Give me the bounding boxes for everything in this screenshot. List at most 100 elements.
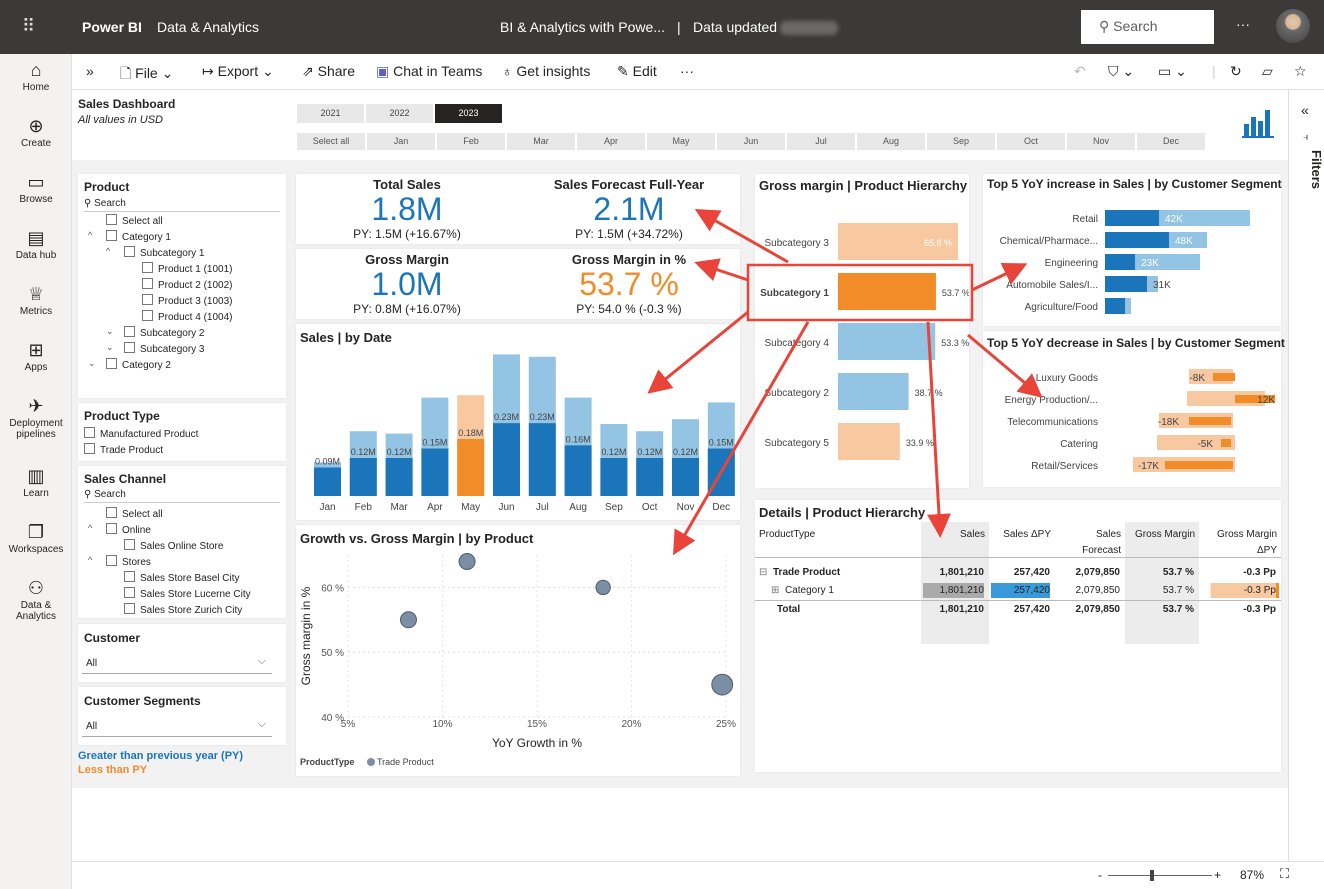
month-apr[interactable]: Apr	[577, 133, 645, 150]
month-jun[interactable]: Jun	[717, 133, 785, 150]
collapse-row-icon[interactable]: ⊟	[759, 567, 768, 578]
sales-cy-bar[interactable]	[314, 467, 341, 497]
refresh-icon[interactable]: ↻	[1230, 63, 1242, 79]
app-launcher-icon[interactable]: ⠿	[22, 16, 36, 36]
sales-cy-bar[interactable]	[385, 458, 413, 496]
product-item[interactable]: Subcategory 3	[124, 342, 205, 355]
comment-icon[interactable]: ▱	[1262, 63, 1273, 79]
gm-bar[interactable]	[838, 373, 909, 410]
increase-cy-bar[interactable]	[1105, 232, 1169, 248]
sales-channel-item[interactable]: Sales Store Zurich City	[124, 603, 242, 616]
details-col-header[interactable]: Gross Margin	[1134, 529, 1195, 540]
increase-cy-bar[interactable]	[1105, 276, 1147, 292]
sales-cy-bar[interactable]	[457, 439, 485, 496]
expand-caret-icon[interactable]: ⌄	[88, 358, 96, 368]
nav-home[interactable]: ⌂ Home	[0, 58, 72, 93]
gm-bar[interactable]	[838, 273, 936, 310]
sales-channel-item[interactable]: Sales Store Basel City	[124, 571, 240, 584]
decrease-cy-bar[interactable]	[1221, 439, 1231, 447]
expand-caret-icon[interactable]: ⌄	[106, 342, 114, 352]
month-sep[interactable]: Sep	[927, 133, 995, 150]
details-row[interactable]: Total 1,801,210 257,420 2,079,850 53.7 % -0.3…	[755, 600, 1281, 618]
sales-channel-item[interactable]: Select all	[106, 507, 163, 520]
decrease-cy-bar[interactable]	[1213, 373, 1235, 381]
product-item[interactable]: Select all	[106, 214, 163, 227]
month-jan[interactable]: Jan	[367, 133, 435, 150]
expand-nav-icon[interactable]: »	[86, 63, 94, 79]
favorite-star-icon[interactable]: ☆	[1294, 63, 1307, 79]
product-item[interactable]: Subcategory 2	[124, 326, 205, 339]
product-type-manufactured[interactable]: Manufactured Product	[84, 427, 198, 440]
nav-apps[interactable]: ⊞ Apps	[0, 338, 72, 373]
sales-channel-item[interactable]: Sales Store Lucerne City	[124, 587, 251, 600]
product-item[interactable]: Product 1 (1001)	[142, 262, 233, 275]
export-menu[interactable]: ↦ Export ⌄	[202, 63, 274, 79]
product-item[interactable]: Product 3 (1003)	[142, 294, 233, 307]
increase-cy-bar[interactable]	[1105, 298, 1125, 314]
sales-cy-bar[interactable]	[349, 458, 377, 496]
product-item[interactable]: Subcategory 1	[124, 246, 205, 259]
expand-filters-icon[interactable]: «	[1301, 102, 1309, 118]
toolbar-more-icon[interactable]: ···	[680, 63, 694, 79]
details-col-header[interactable]: Gross Margin ΔPY	[1216, 529, 1277, 556]
month-oct[interactable]: Oct	[997, 133, 1065, 150]
more-options-icon[interactable]: ···	[1236, 16, 1250, 32]
month-select-all[interactable]: Select all	[297, 133, 365, 150]
avatar[interactable]	[1276, 9, 1310, 43]
scatter-point[interactable]	[595, 579, 611, 596]
fit-to-page-icon[interactable]: ⛶	[1280, 866, 1290, 881]
details-col-header[interactable]: Sales ΔPY	[1003, 529, 1051, 540]
product-type-trade[interactable]: Trade Product	[84, 443, 163, 456]
details-col-header[interactable]: ProductType	[759, 529, 816, 540]
scatter-point[interactable]	[458, 552, 476, 570]
zoom-in-button[interactable]: +	[1214, 868, 1222, 882]
increase-cy-bar[interactable]	[1105, 254, 1135, 270]
sales-channel-item[interactable]: Stores	[106, 555, 151, 568]
details-col-header[interactable]: Sales Forecast	[1082, 529, 1121, 556]
nav-metrics[interactable]: ♕ Metrics	[0, 282, 72, 317]
workspace-name[interactable]: Data & Analytics	[157, 19, 259, 35]
product-search-input[interactable]: ⚲ Search	[84, 198, 280, 212]
product-item[interactable]: Product 2 (1002)	[142, 278, 233, 291]
nav-learn[interactable]: ▥ Learn	[0, 464, 72, 499]
search-box[interactable]: ⚲ Search	[1081, 10, 1214, 44]
sales-cy-bar[interactable]	[421, 448, 449, 497]
nav-data-analytics[interactable]: ⚇ Data & Analytics	[0, 576, 72, 622]
get-insights-button[interactable]: ♁ Get insights	[502, 63, 591, 79]
decrease-py-bar[interactable]	[1157, 435, 1235, 450]
view-icon[interactable]: ▭ ⌄	[1158, 63, 1187, 79]
month-jul[interactable]: Jul	[787, 133, 855, 150]
decrease-cy-bar[interactable]	[1189, 417, 1231, 425]
undo-icon[interactable]: ↶	[1074, 63, 1086, 79]
product-item[interactable]: Category 2	[106, 358, 171, 371]
sales-cy-bar[interactable]	[636, 458, 664, 496]
gm-bar[interactable]	[838, 223, 958, 260]
customer-dropdown[interactable]: All ⌵	[82, 652, 272, 674]
decrease-cy-bar[interactable]	[1235, 395, 1275, 403]
sales-cy-bar[interactable]	[600, 458, 628, 496]
nav-create[interactable]: ⊕ Create	[0, 114, 72, 149]
share-button[interactable]: ⇗ Share	[302, 63, 355, 79]
month-dec[interactable]: Dec	[1137, 133, 1205, 150]
chat-in-teams-button[interactable]: ▣ Chat in Teams	[376, 63, 483, 79]
brand-name[interactable]: Power BI	[82, 19, 142, 35]
expand-row-icon[interactable]: ⊞	[771, 585, 780, 596]
increase-cy-bar[interactable]	[1105, 210, 1159, 226]
customer-segments-dropdown[interactable]: All ⌵	[82, 715, 272, 737]
month-feb[interactable]: Feb	[437, 133, 505, 150]
details-row[interactable]: ⊟ Trade Product 1,801,210 257,420 2,079,850 5…	[755, 564, 1281, 582]
gm-bar[interactable]	[838, 423, 900, 460]
sales-channel-search-input[interactable]: ⚲ Search	[84, 489, 280, 503]
details-col-header[interactable]: Sales	[959, 529, 985, 540]
year-2022[interactable]: 2022	[366, 104, 433, 123]
zoom-slider-thumb[interactable]	[1150, 870, 1154, 881]
month-may[interactable]: May	[647, 133, 715, 150]
details-row[interactable]: ⊞ Category 1 1,801,210 257,420 2,079,850 53.7…	[755, 582, 1281, 600]
product-item[interactable]: Product 4 (1004)	[142, 310, 233, 323]
year-2021[interactable]: 2021	[297, 104, 364, 123]
bookmark-icon[interactable]: ⛉ ⌄	[1108, 63, 1135, 79]
scatter-point[interactable]	[399, 611, 417, 629]
file-menu[interactable]: 🗋 File ⌄	[120, 65, 174, 81]
sales-cy-bar[interactable]	[672, 458, 699, 496]
filters-pane-collapsed[interactable]: « ⫣ Filters	[1288, 90, 1324, 861]
